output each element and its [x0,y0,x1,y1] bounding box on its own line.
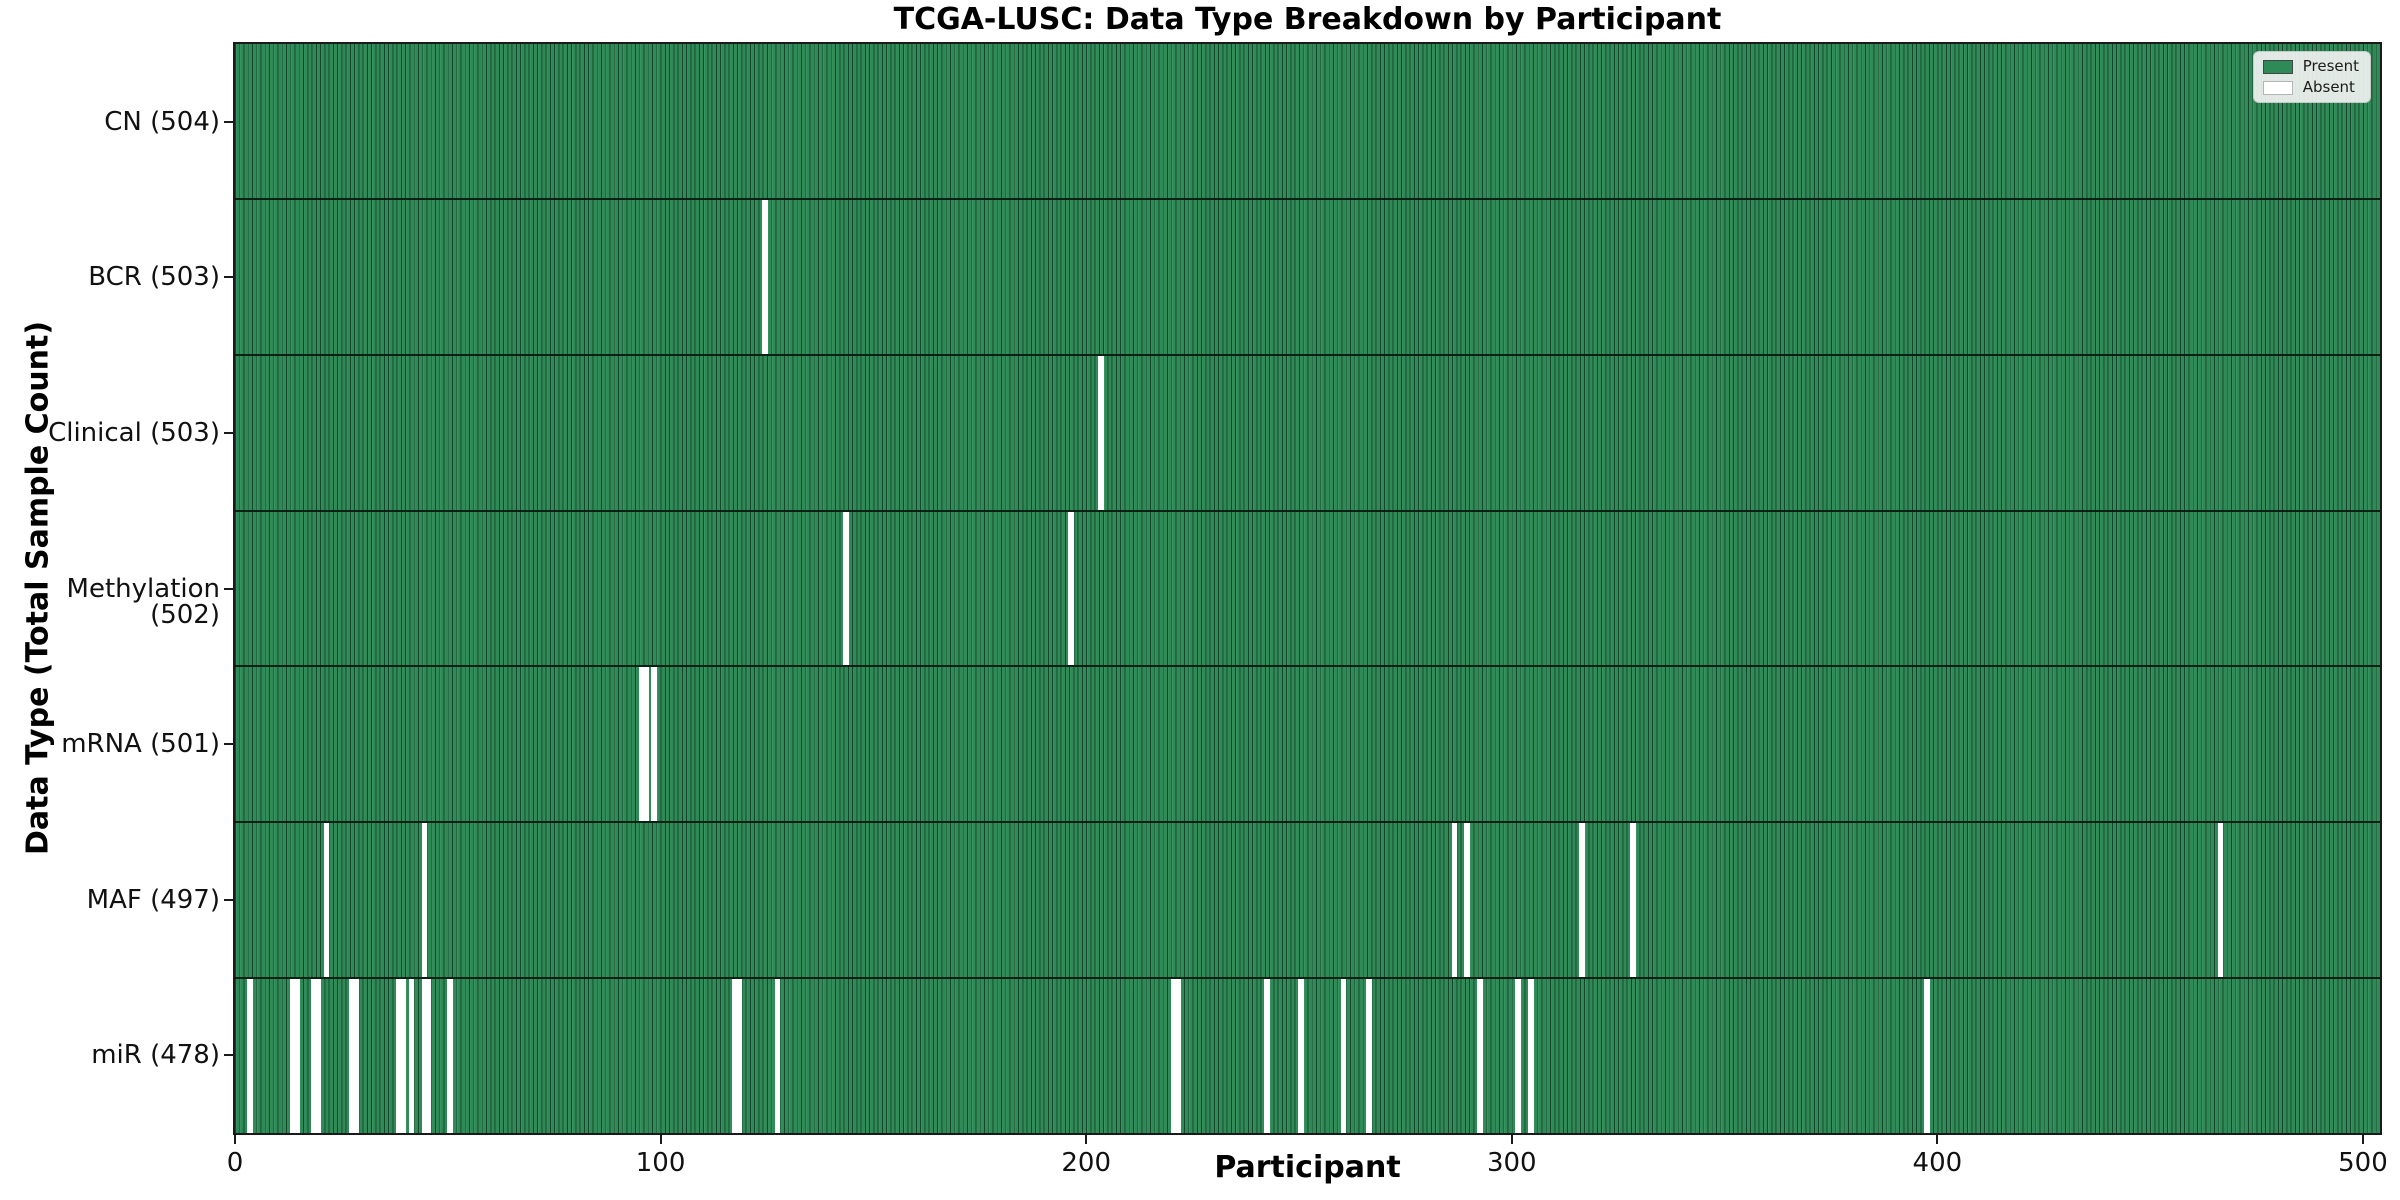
absent-gap [323,823,330,978]
present-swatch-icon [2262,59,2293,74]
absent-gap [400,979,406,1134]
heatmap-row-maf [235,821,2380,978]
heatmap-row-clinical [235,353,2380,510]
absent-gap [1298,979,1304,1134]
absent-gap [421,979,428,1134]
y-tick-label: BCR (503) [88,262,220,293]
y-tick-mark [224,120,233,123]
absent-gap [642,667,649,822]
absent-gap [447,979,453,1134]
x-tick-mark [1085,1135,1088,1144]
x-tick-label: 100 [635,1148,686,1178]
absent-gap [421,823,428,978]
absent-swatch-icon [2262,80,2293,95]
x-tick-mark [1510,1135,1513,1144]
absent-gap [289,979,296,1134]
y-tick-mark [224,743,233,746]
x-axis-label: Participant [1214,1150,1401,1185]
x-tick-mark [2361,1135,2364,1144]
absent-gap [310,979,317,1134]
absent-gap [425,979,432,1134]
absent-gap [315,979,321,1134]
absent-gap [762,199,768,354]
absent-gap [736,979,743,1134]
y-tick-label: Clinical (503) [48,417,220,448]
absent-gap [396,979,402,1134]
y-tick-mark [224,1054,233,1057]
heatmap-row-bcr [235,197,2380,354]
heatmap-row-mir [235,977,2380,1134]
absent-gap [1923,979,1930,1134]
x-tick-label: 400 [1912,1148,1963,1178]
y-tick-label: Methylation (502) [66,573,220,630]
absent-gap [247,979,253,1134]
absent-gap [1264,979,1270,1134]
absent-gap [1515,979,1521,1134]
x-tick-label: 300 [1486,1148,1537,1178]
heatmap-row-methylation [235,509,2380,666]
absent-gap [1098,355,1104,510]
x-tick-label: 0 [226,1148,244,1178]
plot-area: Present Absent [233,42,2382,1135]
absent-gap [353,979,360,1134]
absent-gap [1174,979,1181,1134]
chart-title: TCGA-LUSC: Data Type Breakdown by Partic… [893,2,1722,37]
absent-gap [293,979,300,1134]
absent-gap [638,667,645,822]
y-tick-mark [224,431,233,434]
y-tick-label: mRNA (501) [61,729,220,760]
legend-entry-present: Present [2262,57,2359,75]
absent-gap [1528,979,1534,1134]
y-tick-label: MAF (497) [86,884,220,915]
absent-gap [2217,823,2224,978]
x-tick-mark [659,1135,662,1144]
absent-gap [842,511,849,666]
absent-gap [1451,823,1458,978]
absent-gap [408,979,415,1134]
absent-gap [1340,979,1347,1134]
x-tick-label: 500 [2338,1148,2388,1178]
x-tick-mark [1936,1135,1939,1144]
x-tick-mark [234,1135,236,1144]
absent-gap [1068,511,1075,666]
y-tick-label: miR (478) [91,1040,220,1071]
y-tick-label: CN (504) [104,106,220,137]
legend-label: Present [2302,57,2359,75]
heatmap-row-mrna [235,665,2380,822]
absent-gap [349,979,355,1134]
x-tick-label: 200 [1061,1148,1111,1178]
legend: Present Absent [2252,51,2371,103]
absent-gap [1477,979,1483,1134]
heatmap-row-cn [235,44,2380,198]
y-tick-mark [224,898,233,901]
absent-gap [1170,979,1177,1134]
absent-gap [1630,823,1636,978]
y-tick-mark [224,587,233,590]
legend-entry-absent: Absent [2262,78,2359,96]
absent-gap [1579,823,1585,978]
absent-gap [1366,979,1373,1134]
y-tick-mark [224,276,233,279]
absent-gap [1464,823,1470,978]
legend-label: Absent [2302,78,2355,96]
absent-gap [774,979,781,1134]
absent-gap [732,979,738,1134]
absent-gap [651,667,658,822]
